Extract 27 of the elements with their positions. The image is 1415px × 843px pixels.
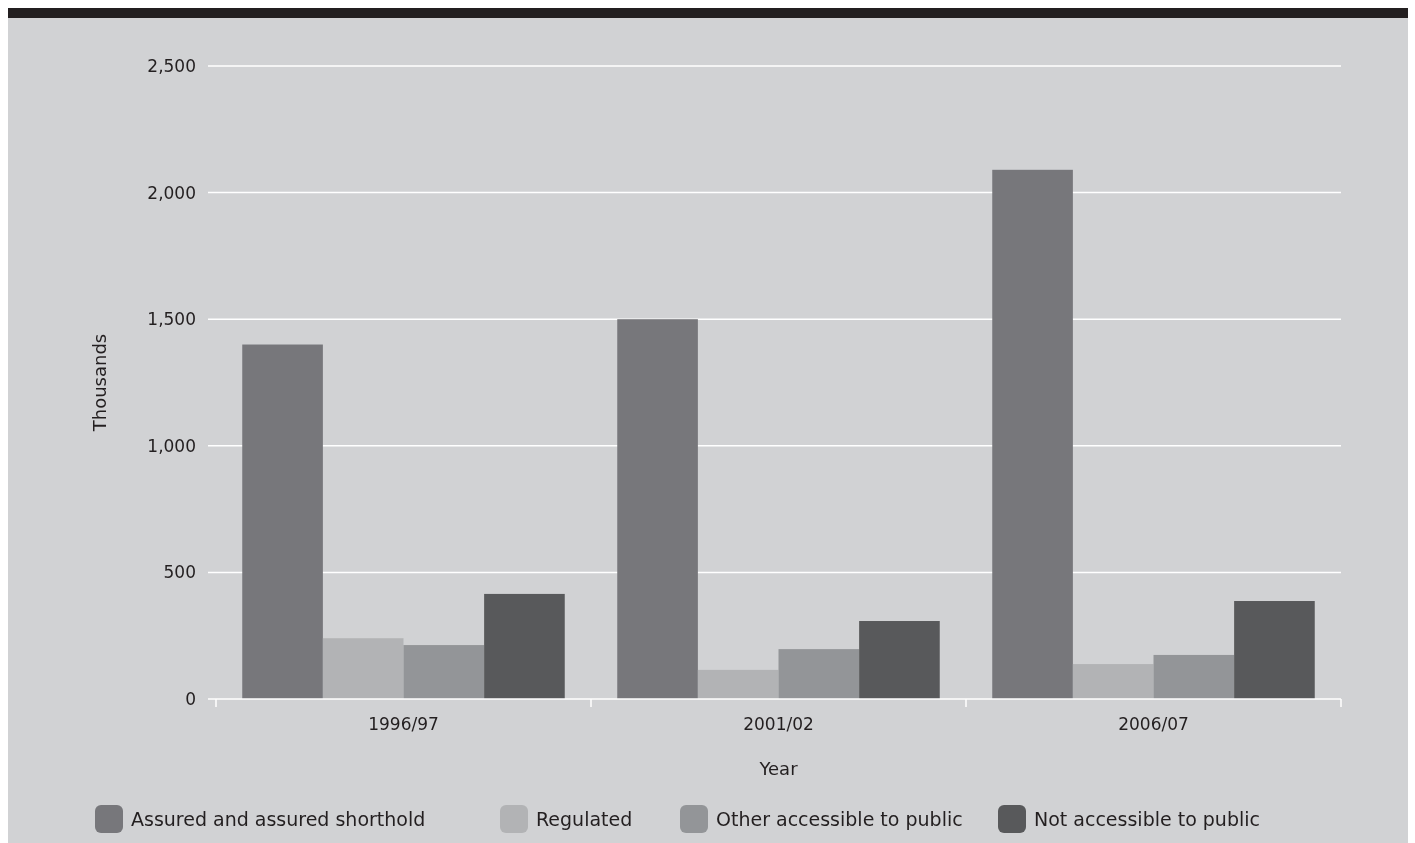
x-tick-label: 2001/02 [743, 714, 814, 734]
y-tick-label: 2,000 [147, 182, 196, 203]
x-tick-label: 2006/07 [1118, 714, 1189, 734]
bar [1072, 664, 1154, 699]
y-tick-label: 1,000 [147, 435, 196, 456]
y-tick-label: 0 [185, 688, 196, 709]
y-tick-label: 1,500 [147, 309, 196, 330]
bar [242, 344, 323, 699]
bar [1153, 654, 1235, 699]
legend-label: Not accessible to public [1034, 807, 1260, 830]
bar [778, 649, 860, 699]
bar [1234, 601, 1315, 699]
bar [992, 169, 1073, 699]
legend-label: Regulated [536, 807, 633, 830]
x-tick-label: 1996/97 [368, 714, 439, 734]
bar [697, 669, 779, 699]
y-tick-label: 500 [163, 562, 196, 583]
bar [859, 621, 940, 699]
y-tick-label: 2,500 [147, 55, 196, 76]
bar [617, 319, 698, 699]
x-axis-title: Year [758, 758, 799, 779]
legend-label: Assured and assured shorthold [131, 807, 426, 830]
bar [403, 645, 485, 699]
bar [484, 593, 565, 699]
bar [322, 638, 404, 699]
y-axis-title: Thousands [89, 333, 110, 433]
legend-label: Other accessible to public [716, 807, 963, 830]
